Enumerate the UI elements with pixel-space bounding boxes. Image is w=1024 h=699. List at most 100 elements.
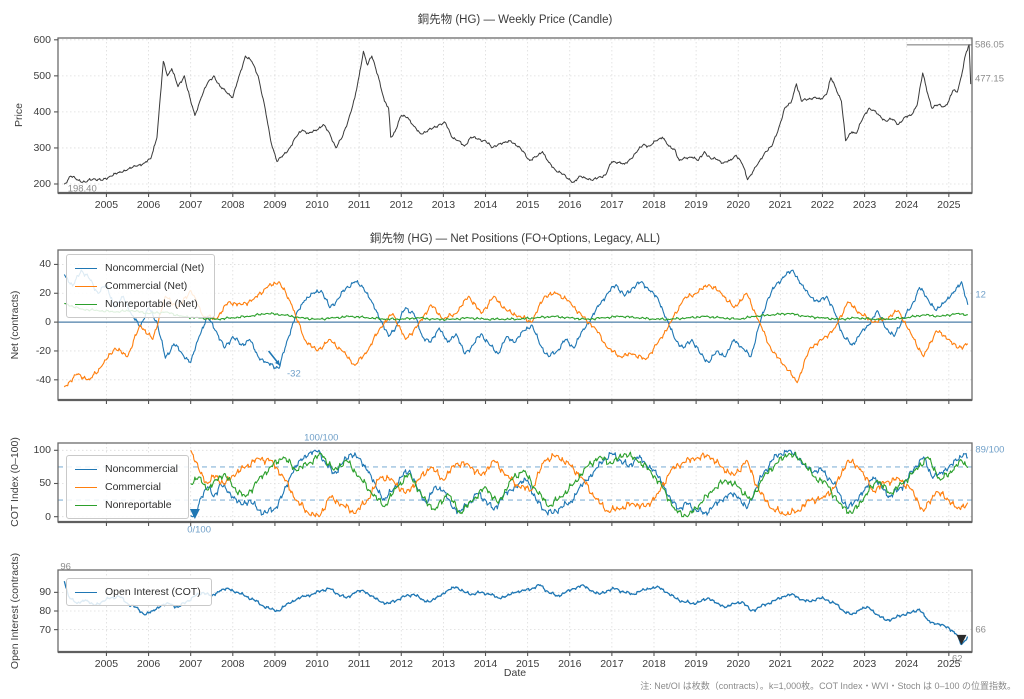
panel2-legend: Noncommercial (Net) Commercial (Net) Nonre… xyxy=(66,254,216,318)
x-tick-label: 2020 xyxy=(726,199,750,211)
y-tick-label: 400 xyxy=(33,105,51,118)
annotation-586-05: 586.05 xyxy=(974,39,1004,51)
y-tick-label: -40 xyxy=(35,373,51,386)
y-tick-label: 50 xyxy=(39,477,51,490)
panel3-legend: Noncommercial Commercial Nonreportable xyxy=(66,455,189,519)
annotation-62: 62 xyxy=(951,653,963,665)
x-tick-label: 2012 xyxy=(389,199,413,211)
x-tick-label: 2011 xyxy=(347,658,371,670)
x-tick-label: 2011 xyxy=(347,199,371,211)
x-tick-label: 2023 xyxy=(852,199,877,211)
legend-line-swatch xyxy=(75,504,97,506)
series-line-nonreportable-net- xyxy=(64,302,969,322)
x-tick-label: 2019 xyxy=(684,658,708,670)
legend-entry: Open Interest (COT) xyxy=(75,583,201,601)
legend-label: Nonreportable (Net) xyxy=(105,298,198,310)
legend-line-swatch xyxy=(75,591,97,593)
y-tick-label: 300 xyxy=(33,141,51,154)
x-tick-label: 2018 xyxy=(642,658,666,670)
x-tick-label: 2015 xyxy=(515,658,540,670)
x-tick-label: 2006 xyxy=(136,658,161,670)
x-tick-label: 2013 xyxy=(431,658,456,670)
panel2-title: 銅先物 (HG) — Net Positions (FO+Options, Le… xyxy=(369,233,661,245)
annotation-12: 12 xyxy=(975,289,986,301)
y-tick-label: 0 xyxy=(45,510,51,523)
x-tick-label: 2005 xyxy=(94,658,119,670)
annotation-477-15: 477.15 xyxy=(974,73,1004,85)
x-tick-label: 2007 xyxy=(178,199,203,211)
series-line-price xyxy=(63,44,972,185)
x-tick-label: 2008 xyxy=(221,199,245,211)
annotation-96: 96 xyxy=(60,561,71,573)
legend-line-swatch xyxy=(75,267,97,269)
x-tick-label: 2022 xyxy=(810,199,835,211)
x-tick-label: 2021 xyxy=(768,658,793,670)
x-tick-label: 2024 xyxy=(895,658,919,670)
x-tick-label: 2009 xyxy=(263,658,287,670)
legend-entry: Nonreportable (Net) xyxy=(75,295,204,313)
x-tick-label: 2018 xyxy=(642,199,666,211)
panel4-legend: Open Interest (COT) xyxy=(66,578,212,606)
x-tick-label: 2014 xyxy=(473,199,498,211)
x-tick-label: 2012 xyxy=(389,658,413,670)
panel1-ylabel: Price xyxy=(13,103,25,127)
y-tick-label: 90 xyxy=(39,586,51,599)
x-tick-label: 2006 xyxy=(136,199,161,211)
extreme-marker-down xyxy=(189,509,200,520)
legend-entry: Commercial xyxy=(75,478,178,496)
y-tick-label: 500 xyxy=(33,69,51,82)
x-tick-label: 2010 xyxy=(305,658,329,670)
panel1-title: 銅先物 (HG) — Weekly Price (Candle) xyxy=(417,14,613,26)
legend-entry: Commercial (Net) xyxy=(75,277,204,295)
x-tick-label: 2016 xyxy=(558,658,582,670)
y-tick-label: 0 xyxy=(45,316,51,329)
x-tick-label: 2014 xyxy=(473,658,498,670)
annotation-arrowhead xyxy=(275,360,280,366)
x-tick-label: 2005 xyxy=(94,199,119,211)
legend-entry: Noncommercial xyxy=(75,460,178,478)
x-tick-label: 2017 xyxy=(600,199,624,211)
footnote: 注: Net/OI は枚数（contracts）。k=1,000枚。COT In… xyxy=(640,681,1016,691)
series-line-nonreportable xyxy=(190,451,969,518)
annotation--32: -32 xyxy=(286,368,301,380)
panel2-ylabel: Net (contracts) xyxy=(9,290,21,360)
x-tick-label: 2021 xyxy=(768,199,793,211)
legend-line-swatch xyxy=(75,303,97,305)
legend-label: Open Interest (COT) xyxy=(105,586,201,598)
legend-line-swatch xyxy=(75,486,97,488)
x-tick-label: 2024 xyxy=(895,199,919,211)
annotation-100-100: 100/100 xyxy=(304,432,339,444)
y-tick-label: 40 xyxy=(39,258,51,271)
x-tick-label: 2025 xyxy=(937,199,961,211)
legend-entry: Noncommercial (Net) xyxy=(75,259,204,277)
panel3-ylabel: COT Index (0–100) xyxy=(9,437,21,527)
x-tick-label: 2015 xyxy=(515,199,540,211)
y-tick-label: 20 xyxy=(39,287,51,300)
series-line-open-interest-cot- xyxy=(63,581,969,646)
legend-label: Nonreportable xyxy=(105,499,172,511)
y-tick-label: 200 xyxy=(33,177,51,190)
x-tick-label: 2020 xyxy=(726,658,750,670)
x-tick-label: 2022 xyxy=(810,658,835,670)
x-tick-label: 2009 xyxy=(263,199,287,211)
legend-line-swatch xyxy=(75,285,97,287)
y-tick-label: 600 xyxy=(33,33,51,46)
x-tick-label: 2025 xyxy=(937,658,961,670)
x-tick-label: 2023 xyxy=(852,658,877,670)
x-tick-label: 2008 xyxy=(221,658,245,670)
y-tick-label: 100 xyxy=(33,444,51,457)
y-tick-label: -20 xyxy=(35,344,51,357)
y-tick-label: 80 xyxy=(39,605,51,617)
annotation-89-100: 89/100 xyxy=(975,444,1005,456)
x-tick-label: 2010 xyxy=(305,199,329,211)
annotation-0-100: 0/100 xyxy=(187,524,211,536)
legend-line-swatch xyxy=(75,468,97,470)
x-tick-label: 2013 xyxy=(431,199,456,211)
x-tick-label: 2017 xyxy=(600,658,624,670)
legend-label: Noncommercial xyxy=(105,463,178,475)
x-tick-label: 2007 xyxy=(178,658,203,670)
x-tick-label: 2016 xyxy=(558,199,582,211)
series-line-noncommercial-net- xyxy=(63,269,969,370)
